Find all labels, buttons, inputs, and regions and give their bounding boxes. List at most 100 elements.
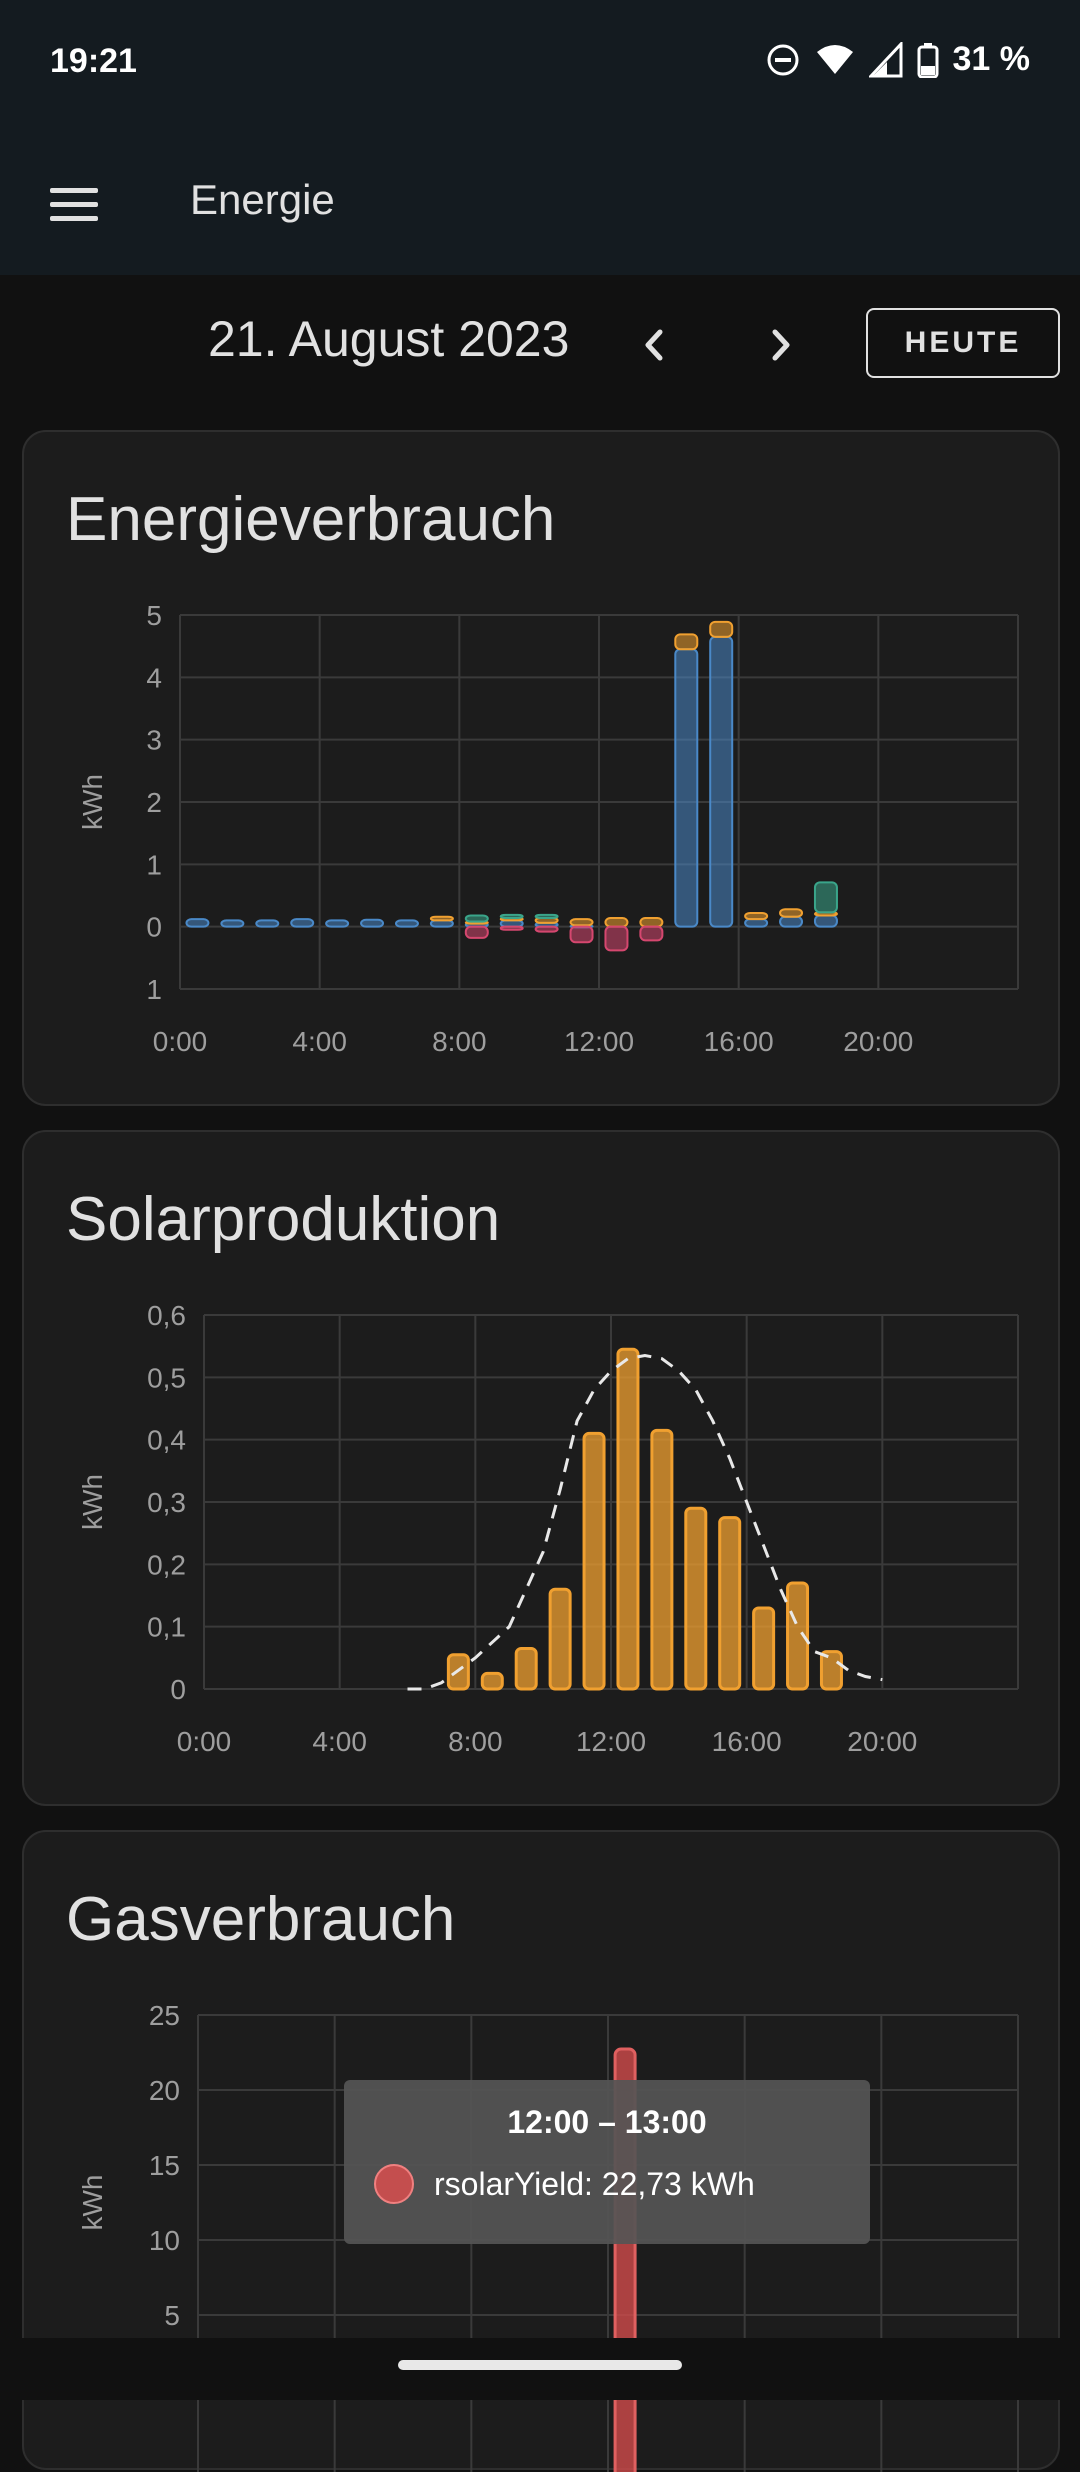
- energy-bar-grid: [185, 918, 210, 928]
- energy-bar-grid: [709, 635, 734, 928]
- solar-bar: [548, 1587, 572, 1691]
- card-title-gas: Gasverbrauch: [66, 1885, 456, 1954]
- y-tick-label: 2: [146, 787, 162, 818]
- status-icons: 31 %: [765, 40, 1031, 79]
- card-title-solar: Solarproduktion: [66, 1185, 501, 1254]
- energy-consumption-card: Energieverbrauch 5 4 3 2 1 0 1 0:00 4:00 8:00 12:0…: [22, 430, 1060, 1106]
- system-navigation-bar: [0, 2338, 1080, 2400]
- energy-bar-solar: [639, 916, 664, 928]
- energy-bar-export: [499, 925, 524, 931]
- current-date: 21. August 2023: [208, 311, 570, 367]
- card-title-energy: Energieverbrauch: [66, 485, 556, 554]
- solar-bar: [514, 1646, 538, 1691]
- tooltip-series-dot: [374, 2164, 414, 2204]
- wifi-icon: [816, 44, 853, 74]
- today-button[interactable]: HEUTE: [866, 308, 1060, 378]
- y-axis-label: kWh: [77, 774, 108, 830]
- solar-bar: [684, 1506, 708, 1691]
- chart-tooltip: 12:00 – 13:00 rsolarYield: 22,73 kWh: [344, 2080, 870, 2244]
- y-axis-label: kWh: [77, 1474, 108, 1530]
- y-tick-label: 0: [146, 912, 162, 943]
- status-time: 19:21: [50, 42, 137, 80]
- x-tick-label: 16:00: [704, 1026, 774, 1057]
- energy-bar-solar: [779, 908, 804, 918]
- energy-bar-grid: [255, 919, 280, 928]
- energy-bar-solar: [744, 911, 769, 921]
- y-tick-label: 1: [146, 974, 162, 1005]
- x-tick-label: 20:00: [847, 1726, 917, 1757]
- tooltip-series-label: rsolarYield: 22,73 kWh: [434, 2166, 755, 2202]
- solar-forecast-line: [407, 1353, 883, 1691]
- y-tick-label: 5: [164, 2300, 180, 2331]
- y-tick-label: 0,2: [147, 1549, 186, 1580]
- solar-bar: [616, 1347, 640, 1691]
- y-tick-label: 0,1: [147, 1612, 186, 1643]
- energy-bar-return: [534, 913, 559, 919]
- energy-bar-grid: [220, 919, 245, 928]
- energy-bar-solar: [604, 916, 629, 928]
- hamburger-menu-icon[interactable]: [50, 188, 98, 222]
- solar-bar: [480, 1671, 504, 1691]
- x-tick-label: 0:00: [177, 1726, 232, 1757]
- date-selector: 21. August 2023 HEUTE: [0, 280, 1080, 410]
- x-tick-label: 8:00: [448, 1726, 503, 1757]
- solar-bar: [786, 1581, 810, 1691]
- energy-bar-solar: [429, 915, 454, 922]
- y-tick-label: 10: [149, 2225, 180, 2256]
- energy-bar-grid: [290, 918, 315, 928]
- y-tick-label: 3: [146, 725, 162, 756]
- energy-bar-export: [569, 925, 594, 944]
- status-bar: 19:21 31 %: [0, 0, 1080, 130]
- x-tick-label: 4:00: [292, 1026, 347, 1057]
- x-tick-label: 4:00: [312, 1726, 367, 1757]
- energy-bar-export: [604, 925, 629, 952]
- energy-bar-grid: [674, 648, 699, 928]
- y-tick-label: 0,4: [147, 1425, 186, 1456]
- y-tick-label: 25: [149, 2000, 180, 2031]
- energy-bar-grid: [325, 919, 350, 928]
- energy-bar-grid: [779, 915, 804, 928]
- page-title: Energie: [190, 176, 335, 223]
- solar-production-chart[interactable]: 0,6 0,5 0,4 0,3 0,2 0,1 0 0:00 4:00 8:00 12:00 16:0…: [24, 1132, 1062, 1808]
- y-tick-label: 1: [146, 849, 162, 880]
- energy-bar-grid: [813, 914, 838, 928]
- energy-bar-grid: [744, 918, 769, 928]
- energy-bar-return: [813, 881, 838, 914]
- x-tick-label: 0:00: [153, 1026, 208, 1057]
- x-tick-label: 8:00: [432, 1026, 487, 1057]
- solar-bar: [752, 1606, 776, 1691]
- energy-bar-grid: [394, 919, 419, 928]
- y-tick-label: 0,3: [147, 1487, 186, 1518]
- energy-bar-export: [534, 925, 559, 933]
- y-tick-label: 0,6: [147, 1300, 186, 1331]
- solar-bar: [718, 1516, 742, 1691]
- energy-bar-return: [464, 914, 489, 923]
- energy-bar-grid: [360, 918, 385, 928]
- y-tick-label: 20: [149, 2075, 180, 2106]
- y-tick-label: 5: [146, 600, 162, 631]
- y-tick-label: 0,5: [147, 1362, 186, 1393]
- app-bar: Energie: [0, 130, 1080, 275]
- energy-bar-solar: [674, 633, 699, 651]
- y-tick-label: 4: [146, 662, 162, 693]
- x-tick-label: 12:00: [564, 1026, 634, 1057]
- energy-bar-return: [499, 913, 524, 919]
- energy-bar-solar: [569, 918, 594, 927]
- x-tick-label: 20:00: [843, 1026, 913, 1057]
- home-gesture-handle[interactable]: [398, 2360, 682, 2370]
- solar-bar: [650, 1428, 674, 1691]
- chevron-right-icon[interactable]: [755, 320, 805, 370]
- y-axis-label: kWh: [77, 2175, 108, 2231]
- x-tick-label: 16:00: [712, 1726, 782, 1757]
- chevron-left-icon[interactable]: [630, 320, 680, 370]
- solar-bar: [582, 1431, 606, 1691]
- battery-percent: 31 %: [952, 40, 1031, 78]
- solar-bar: [819, 1650, 843, 1691]
- solar-production-card: Solarproduktion 0,6 0,5 0,4 0,3 0,2 0,1 0 0:00 4…: [22, 1130, 1060, 1806]
- energy-consumption-chart[interactable]: 5 4 3 2 1 0 1 0:00 4:00 8:00 12:00 16:00 20:00 kWh: [24, 432, 1062, 1108]
- battery-icon: [917, 42, 938, 78]
- x-tick-label: 12:00: [576, 1726, 646, 1757]
- tooltip-title: 12:00 – 13:00: [507, 2104, 707, 2140]
- dnd-icon: [767, 44, 798, 75]
- energy-bar-solar: [709, 620, 734, 638]
